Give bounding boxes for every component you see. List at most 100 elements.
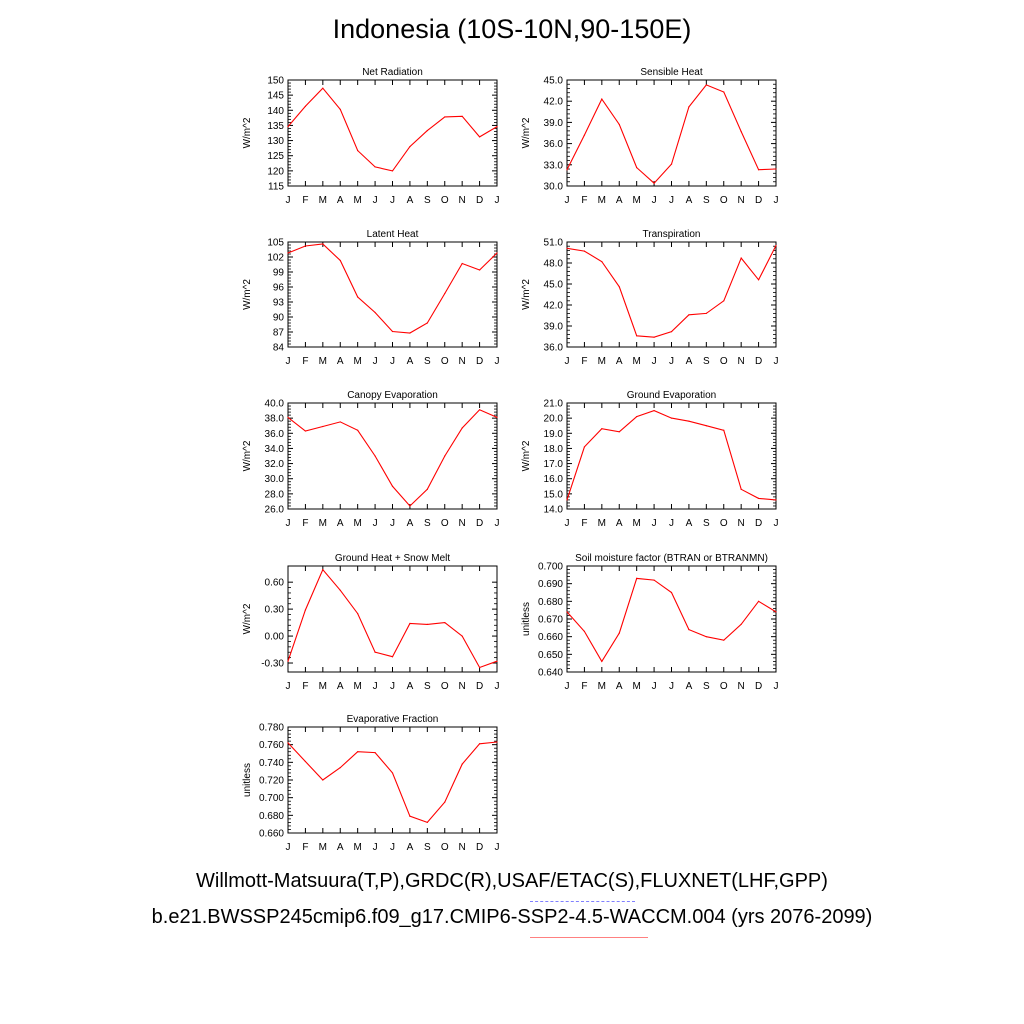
x-tick-label: J [286,681,291,692]
x-tick-label: F [581,356,587,367]
y-tick-label: 32.0 [265,459,285,470]
y-tick-label: 48.0 [544,259,564,270]
y-tick-label: 99 [273,268,285,279]
data-point [322,779,324,781]
y-axis-label: W/m^2 [242,603,253,634]
y-tick-label: 0.700 [538,562,563,573]
data-point [705,425,707,427]
data-point [583,630,586,632]
series-line [287,409,498,507]
x-tick-label: J [774,356,779,367]
x-tick-label: F [302,842,308,853]
data-point [409,815,411,817]
x-tick-label: J [373,842,378,853]
y-tick-label: 140 [267,106,284,117]
data-point [636,335,638,337]
x-tick-label: M [598,356,606,367]
x-tick-label: J [652,681,657,692]
x-tick-label: O [441,518,449,529]
series-line [287,243,498,334]
panel-title: Latent Heat [367,229,419,240]
series-line [566,84,777,184]
plot-frame [566,79,777,187]
y-tick-label: -0.30 [261,659,284,670]
x-tick-label: M [319,195,327,206]
data-point [444,116,446,118]
x-tick-label: M [632,195,640,206]
x-tick-label: N [738,681,745,692]
x-tick-label: D [476,842,483,853]
y-tick-label: 20.0 [544,414,564,425]
data-point [322,243,324,245]
data-point [775,611,777,613]
x-tick-label: O [720,681,728,692]
data-point [409,332,411,334]
x-tick-label: A [407,356,414,367]
y-axis-label: W/m^2 [242,117,253,148]
x-tick-label: M [319,518,327,529]
data-point [775,244,777,247]
x-tick-label: S [424,195,431,206]
x-tick-label: F [302,195,308,206]
x-tick-label: J [373,195,378,206]
x-tick-label: O [720,518,728,529]
data-point [757,279,760,281]
x-tick-label: A [686,195,693,206]
data-point [391,485,394,487]
data-point [566,499,568,501]
y-tick-label: 21.0 [544,399,564,410]
data-point [670,591,673,594]
panel-title: Transpiration [643,229,701,240]
data-point [409,146,411,148]
y-tick-label: 96 [273,283,285,294]
y-tick-label: 40.0 [265,399,285,410]
y-tick-label: 93 [273,298,285,309]
panel-title: Evaporative Fraction [347,714,439,725]
y-tick-label: 36.0 [265,429,285,440]
series-line [287,87,498,172]
observations-dash-line [530,901,635,902]
x-tick-label: J [286,356,291,367]
y-tick-label: 150 [267,76,284,87]
data-point [478,269,481,271]
data-point [653,579,655,581]
x-tick-label: J [373,518,378,529]
data-point [478,743,481,745]
y-tick-label: 36.0 [544,343,564,354]
x-tick-label: S [703,356,710,367]
observations-caption: Willmott-Matsuura(T,P),GRDC(R),USAF/ETAC… [196,870,828,892]
x-tick-label: M [353,681,361,692]
data-point [653,409,655,412]
x-tick-label: D [476,195,483,206]
data-point [444,292,446,295]
data-point [287,252,289,254]
x-tick-label: M [632,681,640,692]
x-tick-label: A [407,842,414,853]
y-tick-label: 90 [273,313,285,324]
x-tick-label: N [459,842,466,853]
y-axis-label: unitless [242,763,253,797]
data-point [287,742,289,744]
y-axis-label: W/m^2 [521,117,532,148]
y-tick-label: 0.760 [259,740,284,751]
x-tick-label: J [390,195,395,206]
data-point [304,105,307,107]
data-point [357,429,359,431]
x-tick-label: N [459,195,466,206]
data-point [304,609,307,611]
data-point [339,767,341,769]
x-tick-label: D [755,356,762,367]
x-tick-label: J [286,195,291,206]
data-point [444,621,446,624]
data-point [304,245,307,247]
x-tick-label: A [407,195,414,206]
data-point [357,751,359,753]
panel-7: Soil moisture factor (BTRAN or BTRANMN) u… [521,553,779,692]
x-tick-label: D [755,681,762,692]
y-tick-label: 38.0 [265,414,285,425]
data-point [670,163,673,165]
x-tick-label: D [476,356,483,367]
x-tick-label: F [581,195,587,206]
x-tick-label: J [565,681,570,692]
x-tick-label: F [302,356,308,367]
